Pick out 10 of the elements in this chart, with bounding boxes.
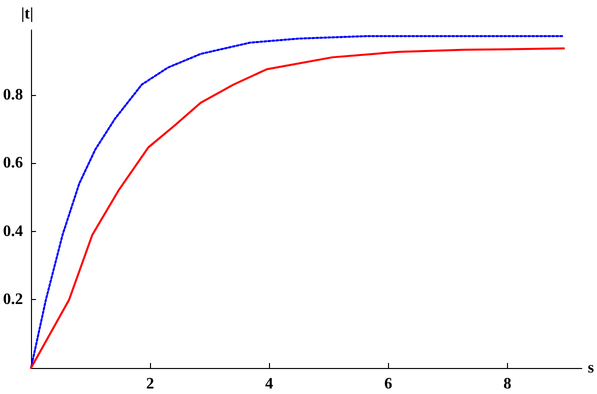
y-tick-label: 0.8: [3, 86, 23, 104]
y-tick-label: 0.2: [3, 291, 23, 308]
y-axis-title: |t|: [21, 6, 34, 22]
x-tick-label: 2: [146, 376, 154, 392]
x-tick-label: 8: [503, 376, 512, 392]
x-tick-label: 4: [265, 376, 274, 392]
y-tick-label: 0.6: [3, 154, 23, 172]
x-tick-label: 6: [384, 376, 392, 392]
y-tick-label: 0.4: [3, 222, 23, 240]
x-axis-title: s: [588, 360, 594, 376]
